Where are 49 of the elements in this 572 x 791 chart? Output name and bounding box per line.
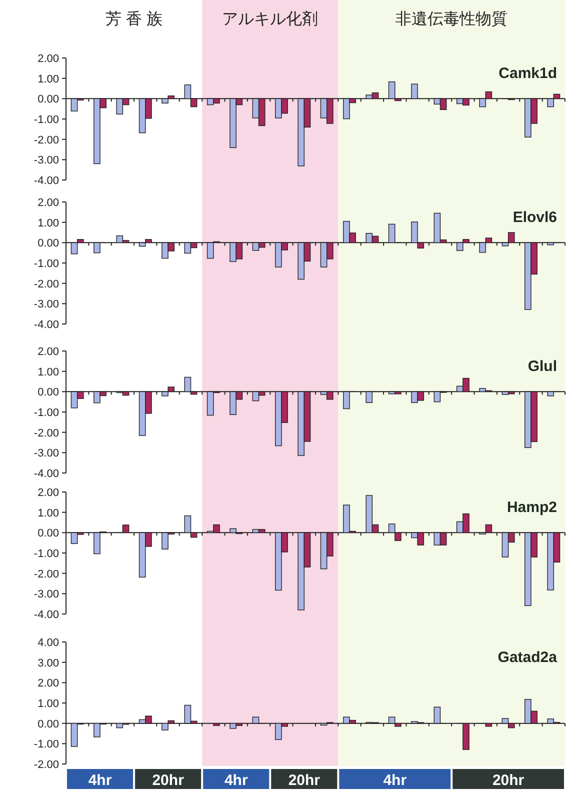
y-tick-label: 2.00 — [38, 53, 59, 65]
y-tick-label: 1.00 — [38, 73, 59, 86]
text: 芳 香 族 — [106, 10, 162, 28]
text: 20hr — [152, 772, 184, 789]
text: Elovl6 — [512, 209, 557, 226]
y-tick-label: -4.00 — [34, 468, 59, 480]
y-tick-label: -3.00 — [34, 588, 59, 601]
y-tick-label: 2.00 — [38, 346, 59, 358]
y-tick-label: 1.00 — [38, 217, 59, 230]
text: 4hr — [383, 772, 407, 789]
text: 20hr — [492, 772, 524, 789]
y-tick-label: 0.00 — [38, 386, 59, 399]
y-tick-label: 0.00 — [38, 238, 59, 250]
y-tick-label: 4.00 — [38, 637, 59, 649]
y-tick-label: -2.00 — [34, 568, 59, 580]
text: Camk1d — [498, 65, 557, 82]
y-tick-label: -1.00 — [34, 548, 59, 560]
y-tick-label: -2.00 — [34, 427, 59, 440]
text: 非遺伝毒性物質 — [396, 10, 508, 28]
y-tick-label: -4.00 — [34, 175, 59, 187]
y-tick-label: -1.00 — [34, 407, 59, 419]
y-tick-label: -2.00 — [34, 134, 59, 146]
text: Gatad2a — [498, 649, 558, 666]
y-tick-label: 1.00 — [38, 366, 59, 378]
y-tick-label: 2.00 — [38, 678, 59, 690]
text: アルキル化剤 — [222, 10, 318, 28]
text: Hamp2 — [506, 499, 557, 516]
y-tick-label: -1.00 — [34, 114, 59, 126]
text: Glul — [528, 358, 557, 375]
y-tick-label: 3.00 — [38, 657, 59, 670]
text: 4hr — [224, 772, 248, 789]
y-tick-label: 0.00 — [38, 528, 59, 540]
y-tick-label: 0.00 — [38, 94, 59, 106]
text: 4hr — [88, 772, 112, 789]
y-tick-label: -4.00 — [34, 319, 59, 331]
y-tick-label: 2.00 — [38, 197, 59, 209]
y-tick-label: -2.00 — [34, 759, 59, 771]
y-tick-label: -3.00 — [34, 298, 59, 311]
y-tick-label: 1.00 — [38, 507, 59, 520]
y-tick-label: -1.00 — [34, 258, 59, 270]
text: 20hr — [288, 772, 320, 789]
y-tick-label: 2.00 — [38, 487, 59, 499]
y-tick-label: -1.00 — [34, 738, 59, 751]
y-tick-label: -4.00 — [34, 609, 59, 621]
y-tick-label: -3.00 — [34, 154, 59, 167]
y-tick-label: -3.00 — [34, 448, 59, 460]
y-tick-label: 1.00 — [38, 698, 59, 710]
y-tick-label: 0.00 — [38, 718, 59, 730]
y-tick-label: -2.00 — [34, 278, 59, 290]
